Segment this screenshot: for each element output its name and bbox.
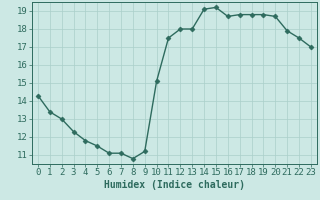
X-axis label: Humidex (Indice chaleur): Humidex (Indice chaleur) xyxy=(104,180,245,190)
